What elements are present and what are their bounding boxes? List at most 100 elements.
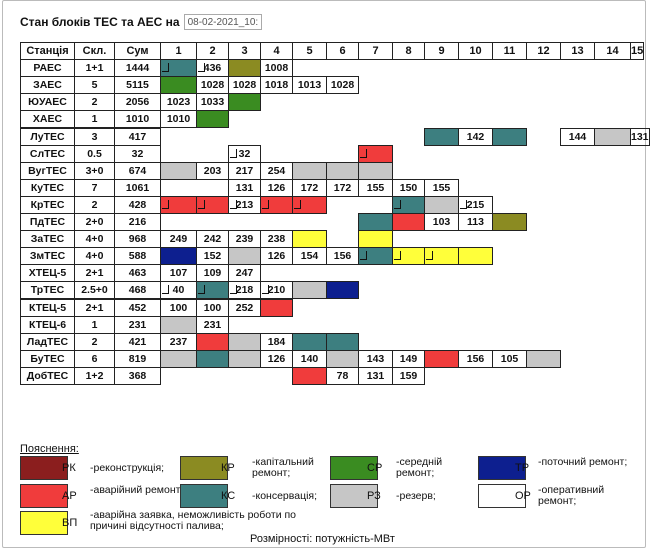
station-sum: 468 (114, 281, 161, 300)
dimension-note: Розмірності: потужність-МВт (250, 533, 395, 545)
split-marker-icon (262, 285, 269, 295)
unit-power-value: 131 (228, 178, 261, 197)
split-marker-icon (460, 199, 467, 209)
unit-status-pz (228, 247, 261, 266)
unit-status-ap (292, 195, 327, 214)
page-title: Стан блоків ТЕС та АЕС на (20, 15, 180, 29)
station-scheme: 2+1 (74, 264, 115, 283)
station-scheme: 2.5+0 (74, 281, 115, 300)
station-sum: 421 (114, 332, 161, 351)
unit-power-value: 150 (392, 178, 425, 197)
station-sum: 968 (114, 230, 161, 249)
station-sum: 452 (114, 298, 161, 317)
station-scheme: 2 (74, 332, 115, 351)
unit-power-value: 142 (458, 127, 493, 146)
split-marker-icon (198, 199, 205, 209)
station-name: ЗмТЕС (20, 247, 75, 266)
split-marker-icon (230, 285, 237, 295)
column-header: 14 (594, 42, 631, 61)
unit-status-kc (358, 213, 393, 232)
unit-power-value: 126 (260, 178, 293, 197)
unit-status-pz (594, 127, 631, 146)
station-sum: 216 (114, 213, 161, 232)
unit-power-value: 247 (228, 264, 261, 283)
station-name: ХАЕС (20, 110, 75, 129)
unit-status-kc (160, 59, 197, 78)
column-header: 5 (292, 42, 327, 61)
split-marker-icon (426, 251, 433, 261)
unit-status-kc (392, 195, 425, 214)
unit-power-value: 238 (260, 230, 293, 249)
unit-status-ap (392, 213, 425, 232)
unit-status-tp (326, 281, 359, 300)
unit-power-value: 436 (196, 59, 229, 78)
column-header: 10 (458, 42, 493, 61)
column-header: 15 (630, 42, 645, 61)
split-marker-icon (394, 251, 401, 261)
unit-power-value: 155 (358, 178, 393, 197)
unit-power-value: 109 (196, 264, 229, 283)
unit-power-value: 254 (260, 161, 293, 180)
unit-power-value: 100 (160, 298, 197, 317)
unit-status-pz (292, 161, 327, 180)
station-name: БуТЕС (20, 349, 75, 368)
unit-status-pz (160, 161, 197, 180)
unit-power-value: 131 (358, 366, 393, 385)
unit-status-vp (424, 247, 459, 266)
station-scheme: 2+1 (74, 298, 115, 317)
station-scheme: 1 (74, 315, 115, 334)
column-header: 12 (526, 42, 561, 61)
unit-status-kc (196, 281, 229, 300)
unit-status-kp (228, 59, 261, 78)
station-sum: 1444 (114, 59, 161, 78)
split-marker-icon (162, 285, 169, 295)
station-scheme: 4+0 (74, 230, 115, 249)
date-input[interactable] (183, 14, 262, 30)
unit-status-ap (424, 349, 459, 368)
split-marker-icon (198, 285, 205, 295)
station-scheme: 0.5 (74, 144, 115, 163)
unit-power-value: 78 (326, 366, 359, 385)
unit-status-ap (196, 195, 229, 214)
unit-power-value: 155 (424, 178, 459, 197)
column-header: 13 (560, 42, 595, 61)
unit-status-kc (326, 332, 359, 351)
unit-status-pz (292, 281, 327, 300)
unit-power-value: 242 (196, 230, 229, 249)
unit-status-ap (260, 195, 293, 214)
unit-power-value: 152 (196, 247, 229, 266)
unit-power-value: 252 (228, 298, 261, 317)
unit-status-kc (492, 127, 527, 146)
station-name: КуТЕС (20, 178, 75, 197)
station-name: ЛадТЕС (20, 332, 75, 351)
unit-power-value: 113 (458, 213, 493, 232)
column-header: 6 (326, 42, 359, 61)
unit-status-vp (458, 247, 493, 266)
unit-power-value: 149 (392, 349, 425, 368)
unit-power-value: 1028 (326, 76, 359, 95)
station-sum: 417 (114, 127, 161, 146)
station-sum: 2056 (114, 93, 161, 112)
column-header: 4 (260, 42, 293, 61)
split-marker-icon (162, 199, 169, 209)
station-sum: 819 (114, 349, 161, 368)
unit-status-pz (358, 161, 393, 180)
unit-power-value: 105 (492, 349, 527, 368)
unit-power-value: 1028 (228, 76, 261, 95)
unit-status-pz (160, 315, 197, 334)
unit-status-vp (292, 230, 327, 249)
unit-status-pz (526, 349, 561, 368)
station-sum: 231 (114, 315, 161, 334)
unit-power-value: 126 (260, 349, 293, 368)
station-name: СлТЕС (20, 144, 75, 163)
unit-power-value: 154 (292, 247, 327, 266)
station-sum: 1061 (114, 178, 161, 197)
column-header: 9 (424, 42, 459, 61)
unit-status-ap (196, 332, 229, 351)
column-header: Сум (114, 42, 161, 61)
units-status-table: Станція Скл. Сум 1 2 3 4 5 6 7 8 9 10 11 12 13 14 15 РАЕС 1… (20, 42, 650, 385)
station-scheme: 4+0 (74, 247, 115, 266)
station-scheme: 2 (74, 93, 115, 112)
unit-status-vp (358, 230, 393, 249)
